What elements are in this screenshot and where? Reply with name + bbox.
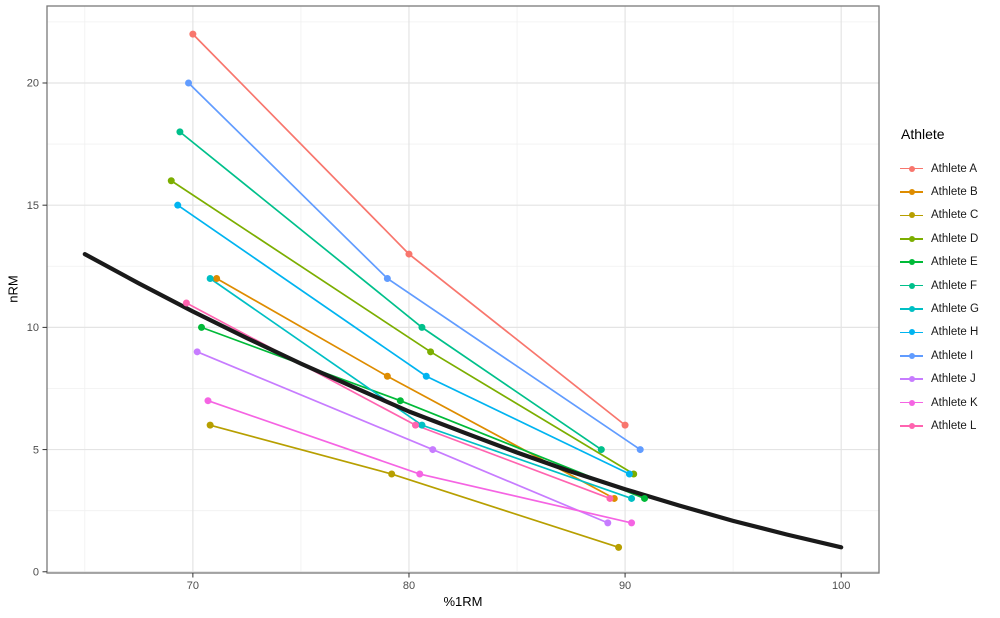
data-point-athlete-i — [185, 79, 193, 87]
legend-item-athlete-h: Athlete H — [900, 321, 979, 344]
legend: Athlete Athlete A Athlete B Athlete C Athle… — [900, 126, 979, 438]
data-point-athlete-f — [418, 323, 426, 331]
data-point-athlete-h — [422, 372, 430, 380]
legend-item-athlete-f: Athlete F — [900, 274, 979, 297]
data-point-athlete-e — [641, 494, 649, 502]
legend-key-icon — [900, 325, 923, 340]
data-point-athlete-a — [621, 421, 629, 429]
y-tick-label: 15 — [27, 200, 39, 212]
y-tick-label: 0 — [33, 566, 39, 578]
data-point-athlete-j — [429, 446, 437, 454]
legend-item-athlete-c: Athlete C — [900, 204, 979, 227]
legend-key-icon — [900, 348, 923, 363]
legend-label: Athlete E — [931, 256, 978, 269]
data-point-athlete-e — [396, 397, 404, 405]
legend-item-athlete-d: Athlete D — [900, 227, 979, 250]
data-point-athlete-j — [604, 519, 612, 527]
trend-curve — [82, 252, 844, 550]
data-point-athlete-e — [198, 323, 206, 331]
data-point-athlete-c — [388, 470, 396, 478]
legend-item-athlete-l: Athlete L — [900, 414, 979, 437]
panel-background — [47, 6, 879, 573]
legend-items: Athlete A Athlete B Athlete C Athlete D Athl… — [900, 157, 979, 438]
data-point-athlete-d — [167, 177, 175, 185]
legend-label: Athlete F — [931, 279, 978, 292]
data-point-athlete-k — [416, 470, 424, 478]
legend-label: Athlete G — [931, 303, 979, 316]
data-point-athlete-c — [615, 543, 623, 551]
legend-key-icon — [900, 231, 923, 246]
legend-key-icon — [900, 302, 923, 317]
legend-key-icon — [900, 161, 923, 176]
x-tick-label: 100 — [832, 580, 850, 592]
legend-label: Athlete B — [931, 186, 978, 199]
legend-label: Athlete J — [931, 373, 976, 386]
legend-key-icon — [900, 418, 923, 433]
data-point-athlete-f — [597, 446, 605, 454]
x-tick-label: 70 — [187, 580, 199, 592]
legend-item-athlete-i: Athlete I — [900, 344, 979, 367]
data-point-athlete-a — [189, 30, 197, 38]
legend-key-icon — [900, 208, 923, 223]
legend-label: Athlete C — [931, 209, 979, 222]
y-tick-label: 20 — [27, 78, 39, 90]
y-tick-label: 10 — [27, 322, 39, 334]
legend-item-athlete-b: Athlete B — [900, 180, 979, 203]
data-point-athlete-i — [383, 275, 391, 283]
data-point-athlete-k — [628, 519, 636, 527]
data-point-athlete-f — [176, 128, 184, 136]
legend-key-icon — [900, 372, 923, 387]
legend-title: Athlete — [901, 126, 945, 142]
legend-key-icon — [900, 395, 923, 410]
legend-label: Athlete H — [931, 326, 979, 339]
legend-item-athlete-e: Athlete E — [900, 251, 979, 274]
legend-label: Athlete D — [931, 232, 979, 245]
legend-item-athlete-k: Athlete K — [900, 391, 979, 414]
legend-key-icon — [900, 255, 923, 270]
data-point-athlete-b — [213, 275, 221, 283]
data-point-athlete-g — [418, 421, 426, 429]
legend-item-athlete-j: Athlete J — [900, 368, 979, 391]
legend-key-icon — [900, 185, 923, 200]
data-point-athlete-b — [383, 372, 391, 380]
panel-border — [46, 5, 880, 574]
legend-label: Athlete I — [931, 349, 974, 362]
legend-item-athlete-g: Athlete G — [900, 297, 979, 320]
legend-key-icon — [900, 278, 923, 293]
data-point-athlete-j — [193, 348, 201, 356]
data-point-athlete-c — [206, 421, 214, 429]
data-point-athlete-l — [411, 421, 419, 429]
data-point-athlete-k — [204, 397, 212, 405]
legend-item-athlete-a: Athlete A — [900, 157, 979, 180]
data-point-athlete-d — [427, 348, 435, 356]
x-tick-label: 80 — [403, 580, 415, 592]
data-point-athlete-g — [206, 275, 214, 283]
y-axis-title: nRM — [5, 275, 21, 303]
x-tick-label: 90 — [619, 580, 631, 592]
data-point-athlete-h — [174, 201, 182, 209]
data-point-athlete-l — [182, 299, 190, 307]
data-point-athlete-h — [625, 470, 633, 478]
data-point-athlete-i — [636, 446, 644, 454]
data-point-athlete-g — [628, 494, 636, 502]
data-point-athlete-a — [405, 250, 413, 258]
x-axis-title: %1RM — [443, 594, 483, 609]
legend-label: Athlete K — [931, 396, 978, 409]
y-tick-label: 5 — [33, 444, 39, 456]
legend-label: Athlete L — [931, 419, 977, 432]
legend-label: Athlete A — [931, 162, 978, 175]
data-point-athlete-l — [606, 494, 614, 502]
